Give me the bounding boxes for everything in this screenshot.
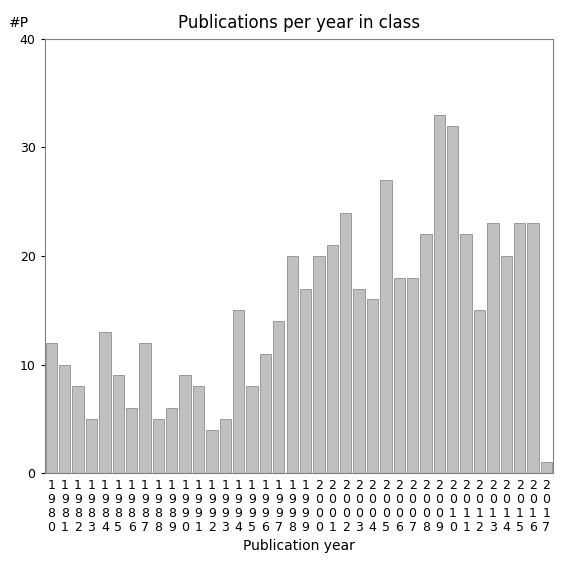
- X-axis label: Publication year: Publication year: [243, 539, 355, 553]
- Bar: [393, 278, 405, 473]
- Bar: [434, 115, 445, 473]
- Bar: [246, 386, 258, 473]
- Bar: [273, 321, 285, 473]
- Bar: [300, 289, 311, 473]
- Bar: [313, 256, 325, 473]
- Title: Publications per year in class: Publications per year in class: [178, 14, 420, 32]
- Bar: [193, 386, 204, 473]
- Bar: [153, 419, 164, 473]
- Bar: [353, 289, 365, 473]
- Bar: [73, 386, 84, 473]
- Bar: [59, 365, 70, 473]
- Bar: [340, 213, 352, 473]
- Bar: [286, 256, 298, 473]
- Bar: [514, 223, 526, 473]
- Text: #P: #P: [9, 16, 29, 30]
- Bar: [219, 419, 231, 473]
- Bar: [86, 419, 97, 473]
- Bar: [474, 310, 485, 473]
- Bar: [380, 180, 392, 473]
- Bar: [527, 223, 539, 473]
- Bar: [367, 299, 378, 473]
- Bar: [233, 310, 244, 473]
- Bar: [46, 343, 57, 473]
- Bar: [420, 234, 431, 473]
- Bar: [139, 343, 151, 473]
- Bar: [460, 234, 472, 473]
- Bar: [166, 408, 177, 473]
- Bar: [501, 256, 512, 473]
- Bar: [206, 430, 218, 473]
- Bar: [113, 375, 124, 473]
- Bar: [487, 223, 498, 473]
- Bar: [180, 375, 191, 473]
- Bar: [541, 462, 552, 473]
- Bar: [99, 332, 111, 473]
- Bar: [407, 278, 418, 473]
- Bar: [126, 408, 137, 473]
- Bar: [260, 354, 271, 473]
- Bar: [447, 126, 459, 473]
- Bar: [327, 245, 338, 473]
